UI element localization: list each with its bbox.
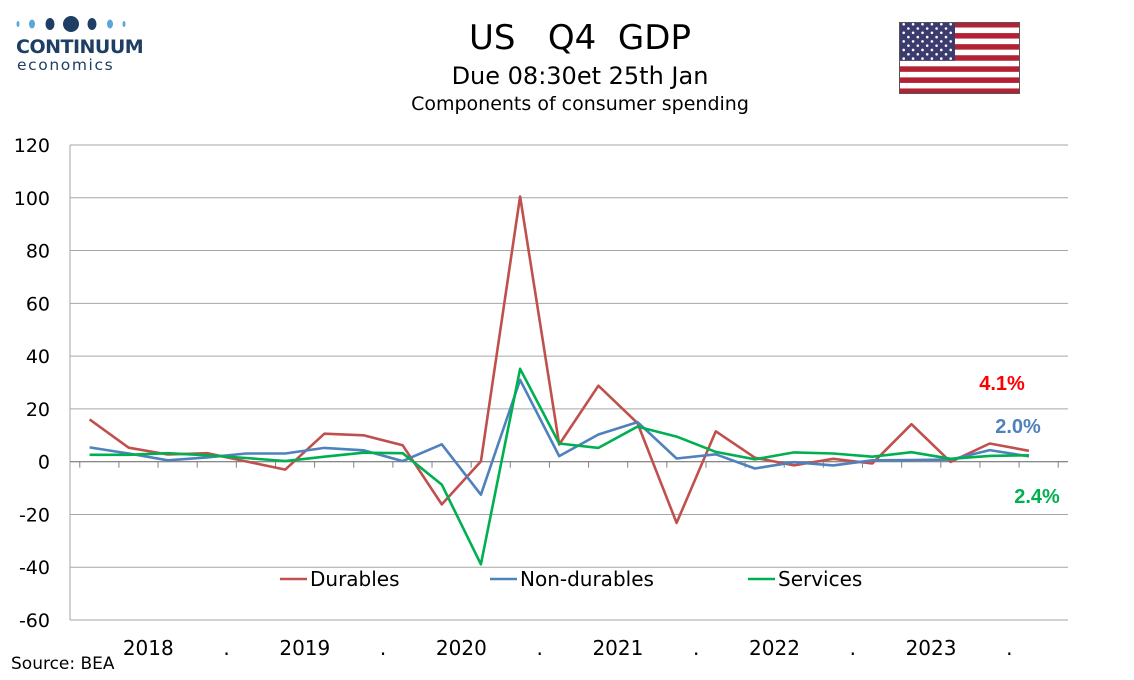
data-label: 2.4% [1014,486,1060,508]
x-tick-label: 2022 [749,636,800,660]
x-tick-label: . [850,636,856,660]
series-line-durables [88,195,1030,525]
x-tick-label: . [380,636,386,660]
y-tick-label: -60 [19,610,50,632]
logo-brand-text: CONTINUUM [16,36,144,58]
y-tick-label: 40 [26,346,50,368]
us-flag-icon [899,22,1020,94]
logo-dots-icon [16,16,126,32]
y-tick-label: 20 [26,399,50,421]
y-tick-label: -40 [19,557,50,579]
page-title: US Q4 GDP [469,18,691,58]
source-note: Source: BEA [11,654,115,674]
data-label: 2.0% [995,416,1041,438]
continuum-logo: CONTINUUM economics [14,14,144,76]
x-tick-label: 2019 [279,636,330,660]
chart-title: Components of consumer spending [411,93,749,115]
x-tick-label: . [693,636,699,660]
y-tick-label: 60 [26,293,50,315]
y-tick-label: 0 [38,452,50,474]
y-tick-label: 120 [14,135,50,157]
legend-label: Services [778,567,862,591]
legend-label: Durables [310,567,400,591]
x-tick-label: 2018 [123,636,174,660]
y-tick-label: -20 [19,504,50,526]
series-line-non-durables [89,378,1030,497]
y-tick-label: 80 [26,241,50,263]
x-tick-label: . [1006,636,1012,660]
x-tick-label: 2020 [436,636,487,660]
legend-label: Non-durables [520,567,654,591]
series-line-services [89,367,1029,566]
y-tick-label: 100 [14,188,50,210]
x-tick-label: 2023 [906,636,957,660]
x-tick-label: . [536,636,542,660]
page-subtitle: Due 08:30et 25th Jan [451,62,709,90]
logo-sub-text: economics [17,56,115,74]
x-tick-label: . [223,636,229,660]
data-label: 4.1% [979,373,1025,395]
x-tick-label: 2021 [592,636,643,660]
